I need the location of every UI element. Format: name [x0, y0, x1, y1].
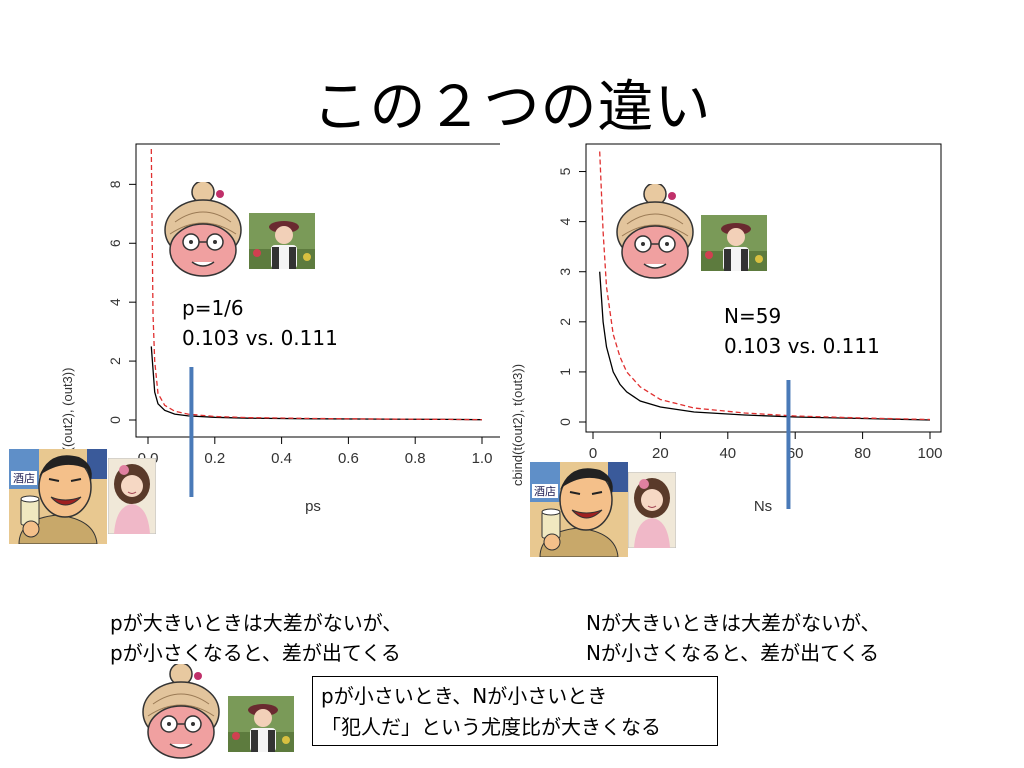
woman-in-hat-photo-right [701, 215, 767, 271]
summary-box: pが小さいとき、Nが小さいとき 「犯人だ」という尤度比が大きくなる [312, 676, 718, 746]
y-tick-label: 2 [107, 357, 123, 365]
y-tick-label: 0 [107, 416, 123, 424]
plot-frame [135, 143, 500, 438]
plot-frame [585, 143, 942, 433]
annotation-line: p=1/6 [182, 296, 244, 320]
left-annotation: p=1/6 0.103 vs. 0.111 [182, 293, 338, 353]
svg-text:酒店: 酒店 [13, 471, 35, 485]
x-tick-label: 0.2 [204, 450, 225, 467]
y-tick-label: 4 [557, 218, 573, 226]
y-tick-label: 8 [107, 180, 123, 188]
y-tick-label: 0 [557, 418, 573, 426]
x-tick-label: 60 [787, 445, 804, 462]
x-tick-label: 40 [719, 445, 736, 462]
annotation-line: 0.103 vs. 0.111 [724, 334, 880, 358]
series-line-1 [599, 151, 931, 421]
x-tick-label: 1.0 [472, 450, 493, 467]
x-tick-label: 0.6 [338, 450, 359, 467]
y-tick-label: 1 [557, 368, 573, 376]
man-with-beer-cartoon-left: 酒店 [9, 449, 107, 544]
y-tick-label: 4 [107, 298, 123, 306]
annotation-line: 0.103 vs. 0.111 [182, 326, 338, 350]
girl-photo-left [108, 458, 156, 534]
y-tick-label: 5 [557, 167, 573, 175]
y-tick-label: 3 [557, 268, 573, 276]
girl-photo-right [628, 472, 676, 548]
right-annotation: N=59 0.103 vs. 0.111 [724, 301, 880, 361]
slide-title: この２つの違い [312, 75, 712, 140]
x-tick-label: 80 [854, 445, 871, 462]
caption-line: Nが大きいときは大差がないが、 [586, 611, 881, 635]
svg-text:酒店: 酒店 [534, 484, 556, 498]
x-tick-label: 0.8 [405, 450, 426, 467]
grandma-cartoon-right [616, 184, 694, 279]
grandma-cartoon-left [164, 182, 242, 277]
right-caption: Nが大きいときは大差がないが、 Nが小さくなると、差が出てくる [586, 608, 881, 668]
y-tick-label: 2 [557, 318, 573, 326]
woman-in-hat-photo-left [249, 213, 315, 269]
x-tick-label: 0.4 [271, 450, 292, 467]
grandma-cartoon-bottom [142, 664, 220, 759]
x-axis-label: ps [305, 498, 321, 515]
x-tick-label: 0 [589, 445, 597, 462]
summary-line-1: pが小さいとき、Nが小さいとき [321, 684, 608, 708]
man-with-beer-cartoon-right: 酒店 [530, 462, 628, 557]
series-line-1 [150, 148, 483, 421]
caption-line: Nが小さくなると、差が出てくる [586, 641, 880, 665]
series-line-0 [150, 346, 483, 421]
x-tick-label: 100 [917, 445, 942, 462]
left-caption: pが大きいときは大差がないが、 pが小さくなると、差が出てくる [110, 608, 402, 668]
y-axis-label: cbind(t(out2), t(out3)) [510, 364, 525, 486]
summary-line-2: 「犯人だ」という尤度比が大きくなる [321, 715, 661, 739]
x-axis-label: Ns [754, 498, 772, 515]
series-line-0 [599, 271, 931, 421]
right-chart: 0 20 40 60 80 100 0 1 2 3 4 5 Ns cbind(t(out2), t(o… [510, 143, 943, 515]
caption-line: pが大きいときは大差がないが、 [110, 611, 403, 635]
x-tick-label: 20 [652, 445, 669, 462]
caption-line: pが小さくなると、差が出てくる [110, 641, 401, 665]
y-tick-label: 6 [107, 239, 123, 247]
annotation-line: N=59 [724, 304, 782, 328]
woman-in-hat-photo-bottom [228, 696, 294, 752]
